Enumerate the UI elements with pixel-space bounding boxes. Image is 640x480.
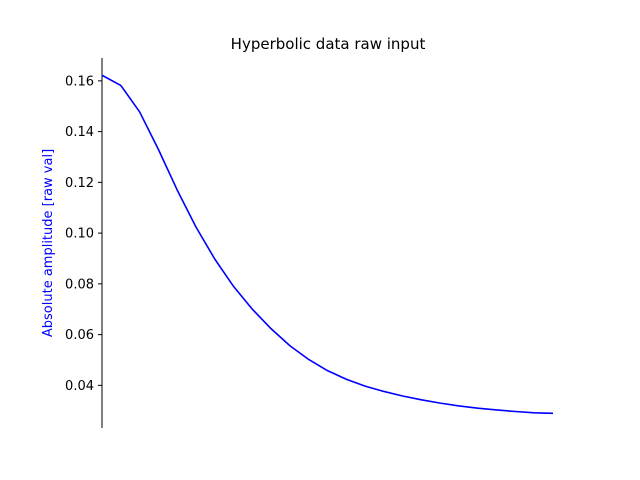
y-tick-label: 0.14	[65, 125, 94, 140]
y-axis-label: Absolute amplitude [raw val]	[41, 149, 56, 337]
series-line-0	[101, 74, 554, 415]
y-tick-label: 0.04	[65, 379, 94, 394]
y-tick-label: 0.06	[65, 328, 94, 343]
series-layer	[101, 74, 554, 415]
y-tick-label: 0.16	[65, 74, 94, 89]
chart-title: Hyperbolic data raw input	[231, 35, 426, 53]
y-axis-ticks: 0.04 0.06 0.08 0.10 0.12 0.14 0.16	[65, 74, 102, 394]
y-tick-label: 0.12	[65, 176, 94, 191]
y-tick-label: 0.08	[65, 277, 94, 292]
y-tick-label: 0.10	[65, 227, 94, 242]
